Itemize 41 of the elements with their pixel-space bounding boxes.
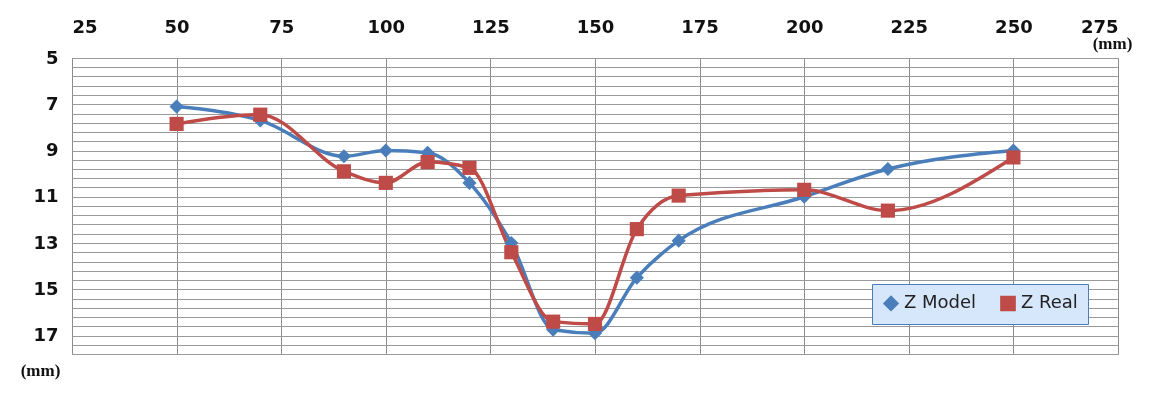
y-tick-label: 15 [33, 277, 59, 299]
x-tick-label: 25 [72, 15, 98, 37]
y-tick-label: 13 [33, 231, 59, 253]
y-tick-label: 9 [45, 139, 59, 160]
x-tick-label: 200 [785, 15, 824, 37]
point [880, 203, 895, 218]
point [1006, 150, 1021, 165]
point [169, 99, 184, 114]
x-tick-label: 75 [269, 15, 295, 37]
point [504, 245, 519, 260]
point [629, 270, 644, 285]
point [169, 116, 184, 131]
point [462, 160, 477, 175]
point [797, 182, 812, 197]
point [336, 149, 352, 164]
x-tick-label: 100 [367, 15, 406, 37]
y-tick-label: 17 [33, 324, 59, 345]
point [629, 222, 644, 237]
point [671, 233, 686, 248]
y-axis-title: (mm) [20, 360, 61, 380]
y-tick-label: 5 [45, 46, 59, 68]
x-tick-label: 225 [890, 15, 929, 37]
point [880, 161, 895, 177]
legend-label: Z Real [1021, 291, 1078, 313]
point [546, 314, 561, 329]
x-tick-label: 250 [995, 15, 1033, 37]
point [420, 154, 435, 170]
y-tick-label: 7 [45, 92, 59, 114]
y-tick-label: 11 [33, 185, 59, 207]
x-tick-label: 150 [576, 15, 615, 37]
point [462, 175, 477, 190]
x-tick-label: 125 [472, 15, 510, 37]
point [378, 143, 393, 158]
point [336, 164, 352, 179]
point [671, 188, 686, 203]
point [378, 175, 393, 190]
x-tick-label: 50 [164, 15, 190, 37]
legend-label: Z Model [904, 291, 977, 313]
x-tick-label: 175 [681, 15, 719, 37]
point [587, 316, 603, 332]
point [253, 107, 268, 122]
